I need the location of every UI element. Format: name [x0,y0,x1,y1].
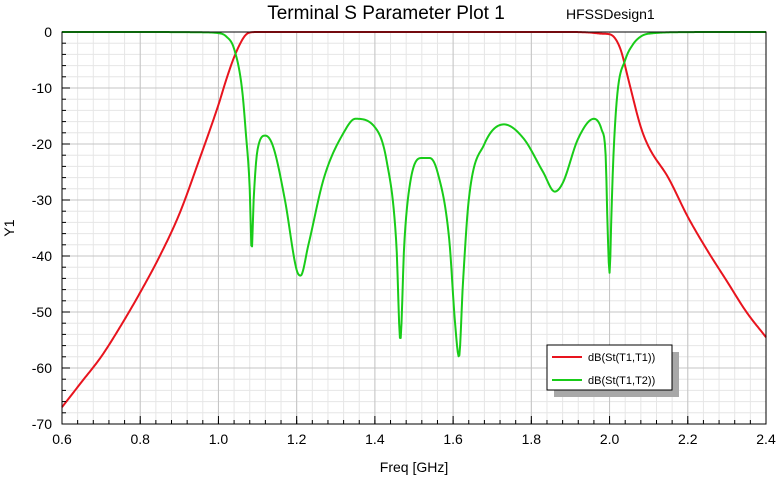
x-tick-label: 1.4 [365,431,385,447]
design-name: HFSSDesign1 [566,6,655,22]
x-tick-label: 0.6 [52,431,72,447]
y-tick-label: -10 [32,80,52,96]
legend-label-s21: dB(St(T1,T2)) [588,375,655,387]
x-axis-label: Freq [GHz] [380,459,448,475]
legend-box [546,344,673,391]
y-tick-label: -50 [32,304,52,320]
x-tick-label: 2.0 [600,431,620,447]
x-tick-label: 2.2 [678,431,698,447]
y-tick-label: -30 [32,192,52,208]
x-tick-label: 1.2 [287,431,307,447]
x-tick-label: 2.4 [756,431,776,447]
y-tick-labels: 0 -10 -20 -30 -40 -50 -60 -70 [32,24,52,432]
y-tick-label: -20 [32,136,52,152]
x-tick-label: 1.6 [443,431,463,447]
y-tick-label: -60 [32,360,52,376]
x-tick-labels: 0.6 0.8 1.0 1.2 1.4 1.6 1.8 2.0 2.2 2.4 [52,431,776,447]
x-tick-label: 0.8 [130,431,150,447]
plot-frame [61,31,767,425]
x-tick-label: 1.0 [209,431,229,447]
y-tick-label: 0 [44,24,52,40]
legend: dB(St(T1,T1)) dB(St(T1,T2)) [546,344,679,397]
x-tick-label: 1.8 [522,431,542,447]
y-axis-label: Y1 [1,219,17,236]
y-tick-label: -70 [32,416,52,432]
legend-label-s11: dB(St(T1,T1)) [588,352,655,364]
y-tick-label: -40 [32,248,52,264]
tick-marks [61,31,767,425]
chart-title: Terminal S Parameter Plot 1 [267,3,505,24]
